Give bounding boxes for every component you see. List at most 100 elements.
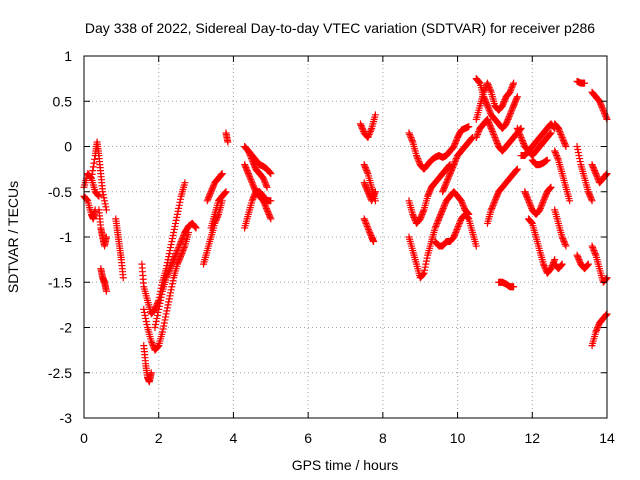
data-point: [520, 139, 528, 147]
series-arc-g2: [472, 75, 521, 132]
data-point: [585, 189, 593, 197]
data-point: [485, 82, 493, 90]
data-point: [501, 96, 509, 104]
data-point: [365, 189, 373, 197]
data-point: [540, 262, 548, 270]
series-arc-f4: [431, 210, 480, 250]
data-point: [179, 233, 187, 241]
data-point: [210, 182, 218, 190]
data-point: [472, 133, 480, 141]
data-point: [249, 194, 257, 202]
data-point: [456, 218, 464, 226]
data-point: [424, 192, 432, 200]
data-point: [522, 191, 530, 199]
series-arc-i3: [551, 260, 566, 273]
data-point: [488, 126, 496, 134]
data-point: [458, 198, 466, 206]
data-point: [542, 191, 550, 199]
data-point: [487, 206, 495, 214]
series-arc-g4: [483, 165, 521, 227]
data-point: [434, 216, 442, 224]
data-point: [205, 192, 213, 200]
data-point: [512, 167, 520, 175]
data-point: [541, 192, 549, 200]
series-arc-j3: [573, 251, 592, 273]
data-point: [177, 195, 185, 203]
data-point: [586, 192, 594, 200]
data-point: [457, 197, 465, 205]
data-point: [263, 206, 271, 214]
data-point: [447, 168, 455, 176]
data-point: [101, 197, 109, 205]
data-point: [455, 221, 463, 229]
data-point: [560, 138, 568, 146]
data-point: [165, 266, 173, 274]
data-point: [576, 155, 584, 163]
data-point: [486, 85, 494, 93]
data-point: [370, 238, 378, 246]
data-point: [510, 79, 518, 87]
data-point: [555, 126, 563, 134]
data-point: [260, 198, 268, 206]
data-point: [422, 260, 430, 268]
data-point: [561, 239, 569, 247]
data-point: [203, 197, 211, 205]
series-arc-k4: [588, 310, 611, 350]
data-point: [464, 213, 472, 221]
data-point: [266, 169, 274, 177]
data-point: [162, 274, 170, 282]
series-arc-e1: [356, 111, 379, 141]
data-point: [445, 173, 453, 181]
data-point: [546, 184, 554, 192]
data-point: [490, 130, 498, 138]
data-point: [515, 129, 523, 137]
data-point: [406, 132, 414, 140]
data-point: [560, 238, 568, 246]
data-point: [259, 197, 267, 205]
data-point: [584, 260, 592, 268]
data-point: [602, 275, 610, 283]
data-point: [167, 286, 175, 294]
series-arc-j1: [573, 77, 589, 87]
data-point: [594, 322, 602, 330]
data-point: [261, 200, 269, 208]
data-point: [507, 108, 515, 116]
data-point: [449, 162, 457, 170]
data-point: [523, 194, 531, 202]
data-point: [408, 136, 416, 144]
data-point: [493, 138, 501, 146]
data-point: [547, 265, 555, 273]
data-point: [442, 180, 450, 188]
data-point: [486, 108, 494, 116]
data-point: [171, 222, 179, 230]
data-point: [437, 210, 445, 218]
data-point: [421, 266, 429, 274]
data-point: [438, 207, 446, 215]
data-point: [597, 100, 605, 108]
series-arc-g3: [472, 115, 525, 155]
data-point: [559, 136, 567, 144]
data-point: [602, 311, 610, 319]
data-point: [152, 320, 160, 328]
data-point: [180, 231, 188, 239]
data-point: [413, 153, 421, 161]
data-point: [518, 136, 526, 144]
data-point: [503, 117, 511, 125]
data-point: [475, 78, 483, 86]
data-point: [448, 165, 456, 173]
data-point: [221, 189, 229, 197]
data-point: [559, 235, 567, 243]
series-arc-f3: [405, 188, 473, 282]
series-arc-i1: [551, 120, 570, 150]
data-point: [362, 219, 370, 227]
data-point: [573, 251, 581, 259]
data-point: [363, 186, 371, 194]
data-point: [588, 161, 596, 169]
y-tick-label: -2: [60, 320, 73, 336]
data-point: [363, 185, 371, 193]
series-arc-i2: [551, 147, 574, 205]
data-point: [157, 293, 165, 301]
data-point: [168, 260, 176, 268]
data-point: [510, 100, 518, 108]
data-point: [511, 99, 519, 107]
